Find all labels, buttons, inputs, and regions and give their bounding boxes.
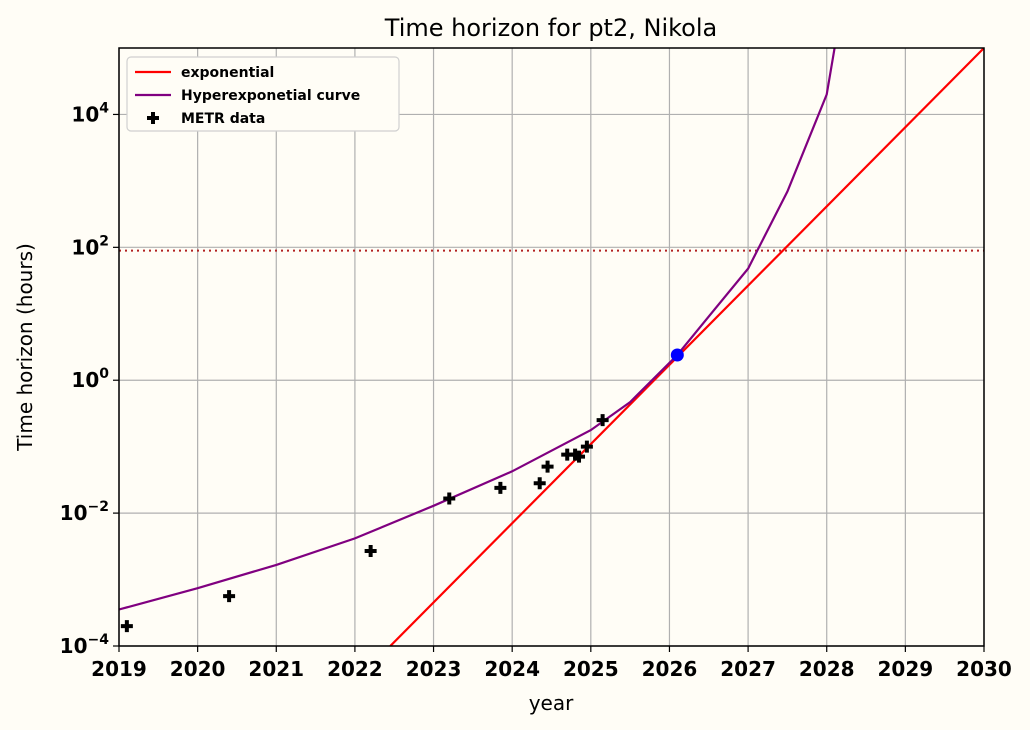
data-point xyxy=(223,590,236,603)
legend-label: exponential xyxy=(181,65,274,81)
x-tick-label: 2020 xyxy=(170,657,226,681)
data-point xyxy=(580,440,593,453)
x-tick-label: 2026 xyxy=(642,657,698,681)
x-tick-label: 2030 xyxy=(956,657,1012,681)
y-tick-label: 100 xyxy=(71,366,109,392)
x-tick-label: 2022 xyxy=(327,657,383,681)
y-tick-label: 10−2 xyxy=(60,499,109,525)
data-point xyxy=(494,481,507,494)
data-point xyxy=(364,544,377,557)
legend-swatch-marker xyxy=(147,112,159,124)
highlight-point xyxy=(670,348,684,362)
data-point xyxy=(573,450,586,463)
data-point xyxy=(443,492,456,505)
x-tick-label: 2024 xyxy=(484,657,540,681)
y-axis-ticks: 10−4 10−2 100 102 104 xyxy=(60,100,119,658)
x-tick-label: 2019 xyxy=(91,657,147,681)
x-tick-label: 2025 xyxy=(563,657,619,681)
x-tick-label: 2028 xyxy=(799,657,855,681)
legend-items: exponential Hyperexponetial curve METR dat… xyxy=(135,65,360,127)
chart-title: Time horizon for pt2, Nikola xyxy=(384,14,717,42)
x-axis-label: year xyxy=(529,691,574,715)
series-line-exponential xyxy=(389,48,984,646)
data-point xyxy=(120,620,133,633)
data-point xyxy=(541,460,554,473)
series-metr-data xyxy=(120,414,609,633)
data-point xyxy=(533,477,546,490)
y-tick-label: 104 xyxy=(71,100,109,126)
plot-frame xyxy=(118,47,985,647)
plot-area xyxy=(118,47,985,647)
y-axis-label: Time horizon (hours) xyxy=(13,243,37,452)
x-axis-ticks: 2019 2020 2021 2022 2023 2024 2025 2026 2027 2028… xyxy=(91,646,1012,681)
legend-label: METR data xyxy=(181,111,265,127)
legend-box xyxy=(126,56,400,132)
grid xyxy=(118,48,985,647)
x-tick-label: 2027 xyxy=(720,657,776,681)
x-tick-label: 2023 xyxy=(406,657,462,681)
legend: exponential Hyperexponetial curve METR dat… xyxy=(126,56,400,132)
plot-background xyxy=(119,48,984,646)
series-line-hyperexponetial-curve xyxy=(119,48,836,611)
x-tick-label: 2021 xyxy=(248,657,304,681)
legend-label: Hyperexponetial curve xyxy=(181,88,360,104)
series-layer xyxy=(119,48,984,646)
y-tick-label: 102 xyxy=(71,233,109,259)
x-tick-label: 2029 xyxy=(878,657,934,681)
data-point xyxy=(596,414,609,427)
y-tick-label: 10−4 xyxy=(60,632,110,658)
